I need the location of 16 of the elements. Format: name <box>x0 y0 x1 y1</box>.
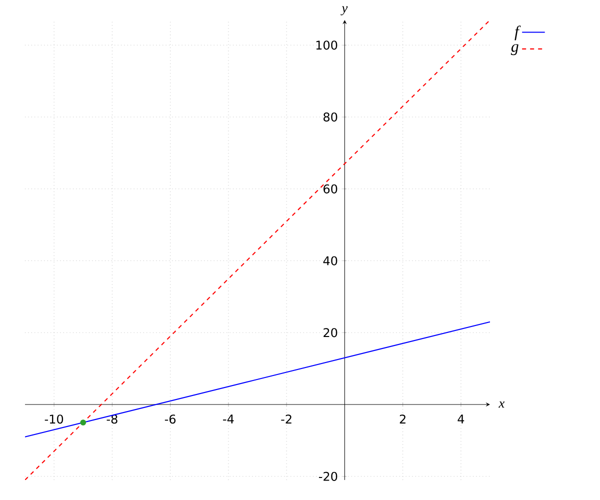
x-axis-title: x <box>498 401 505 408</box>
y-tick-label: 40 <box>323 256 338 266</box>
legend-label: g <box>510 44 518 56</box>
y-tick-label: 100 <box>316 40 338 50</box>
y-axis-title: y <box>340 6 348 16</box>
x-tick-label: -4 <box>223 414 234 424</box>
x-tick-label: 2 <box>400 414 406 424</box>
x-tick-label: 4 <box>458 414 464 424</box>
x-tick-label: -6 <box>164 414 176 424</box>
x-tick-label: -2 <box>281 414 292 424</box>
x-tick-label: -10 <box>44 414 64 424</box>
y-tick-label: 80 <box>324 112 338 122</box>
y-tick-label: -20 <box>318 472 338 481</box>
legend-label: f <box>514 26 521 40</box>
y-tick-label: 20 <box>324 328 338 338</box>
y-tick-label: 60 <box>324 184 338 194</box>
